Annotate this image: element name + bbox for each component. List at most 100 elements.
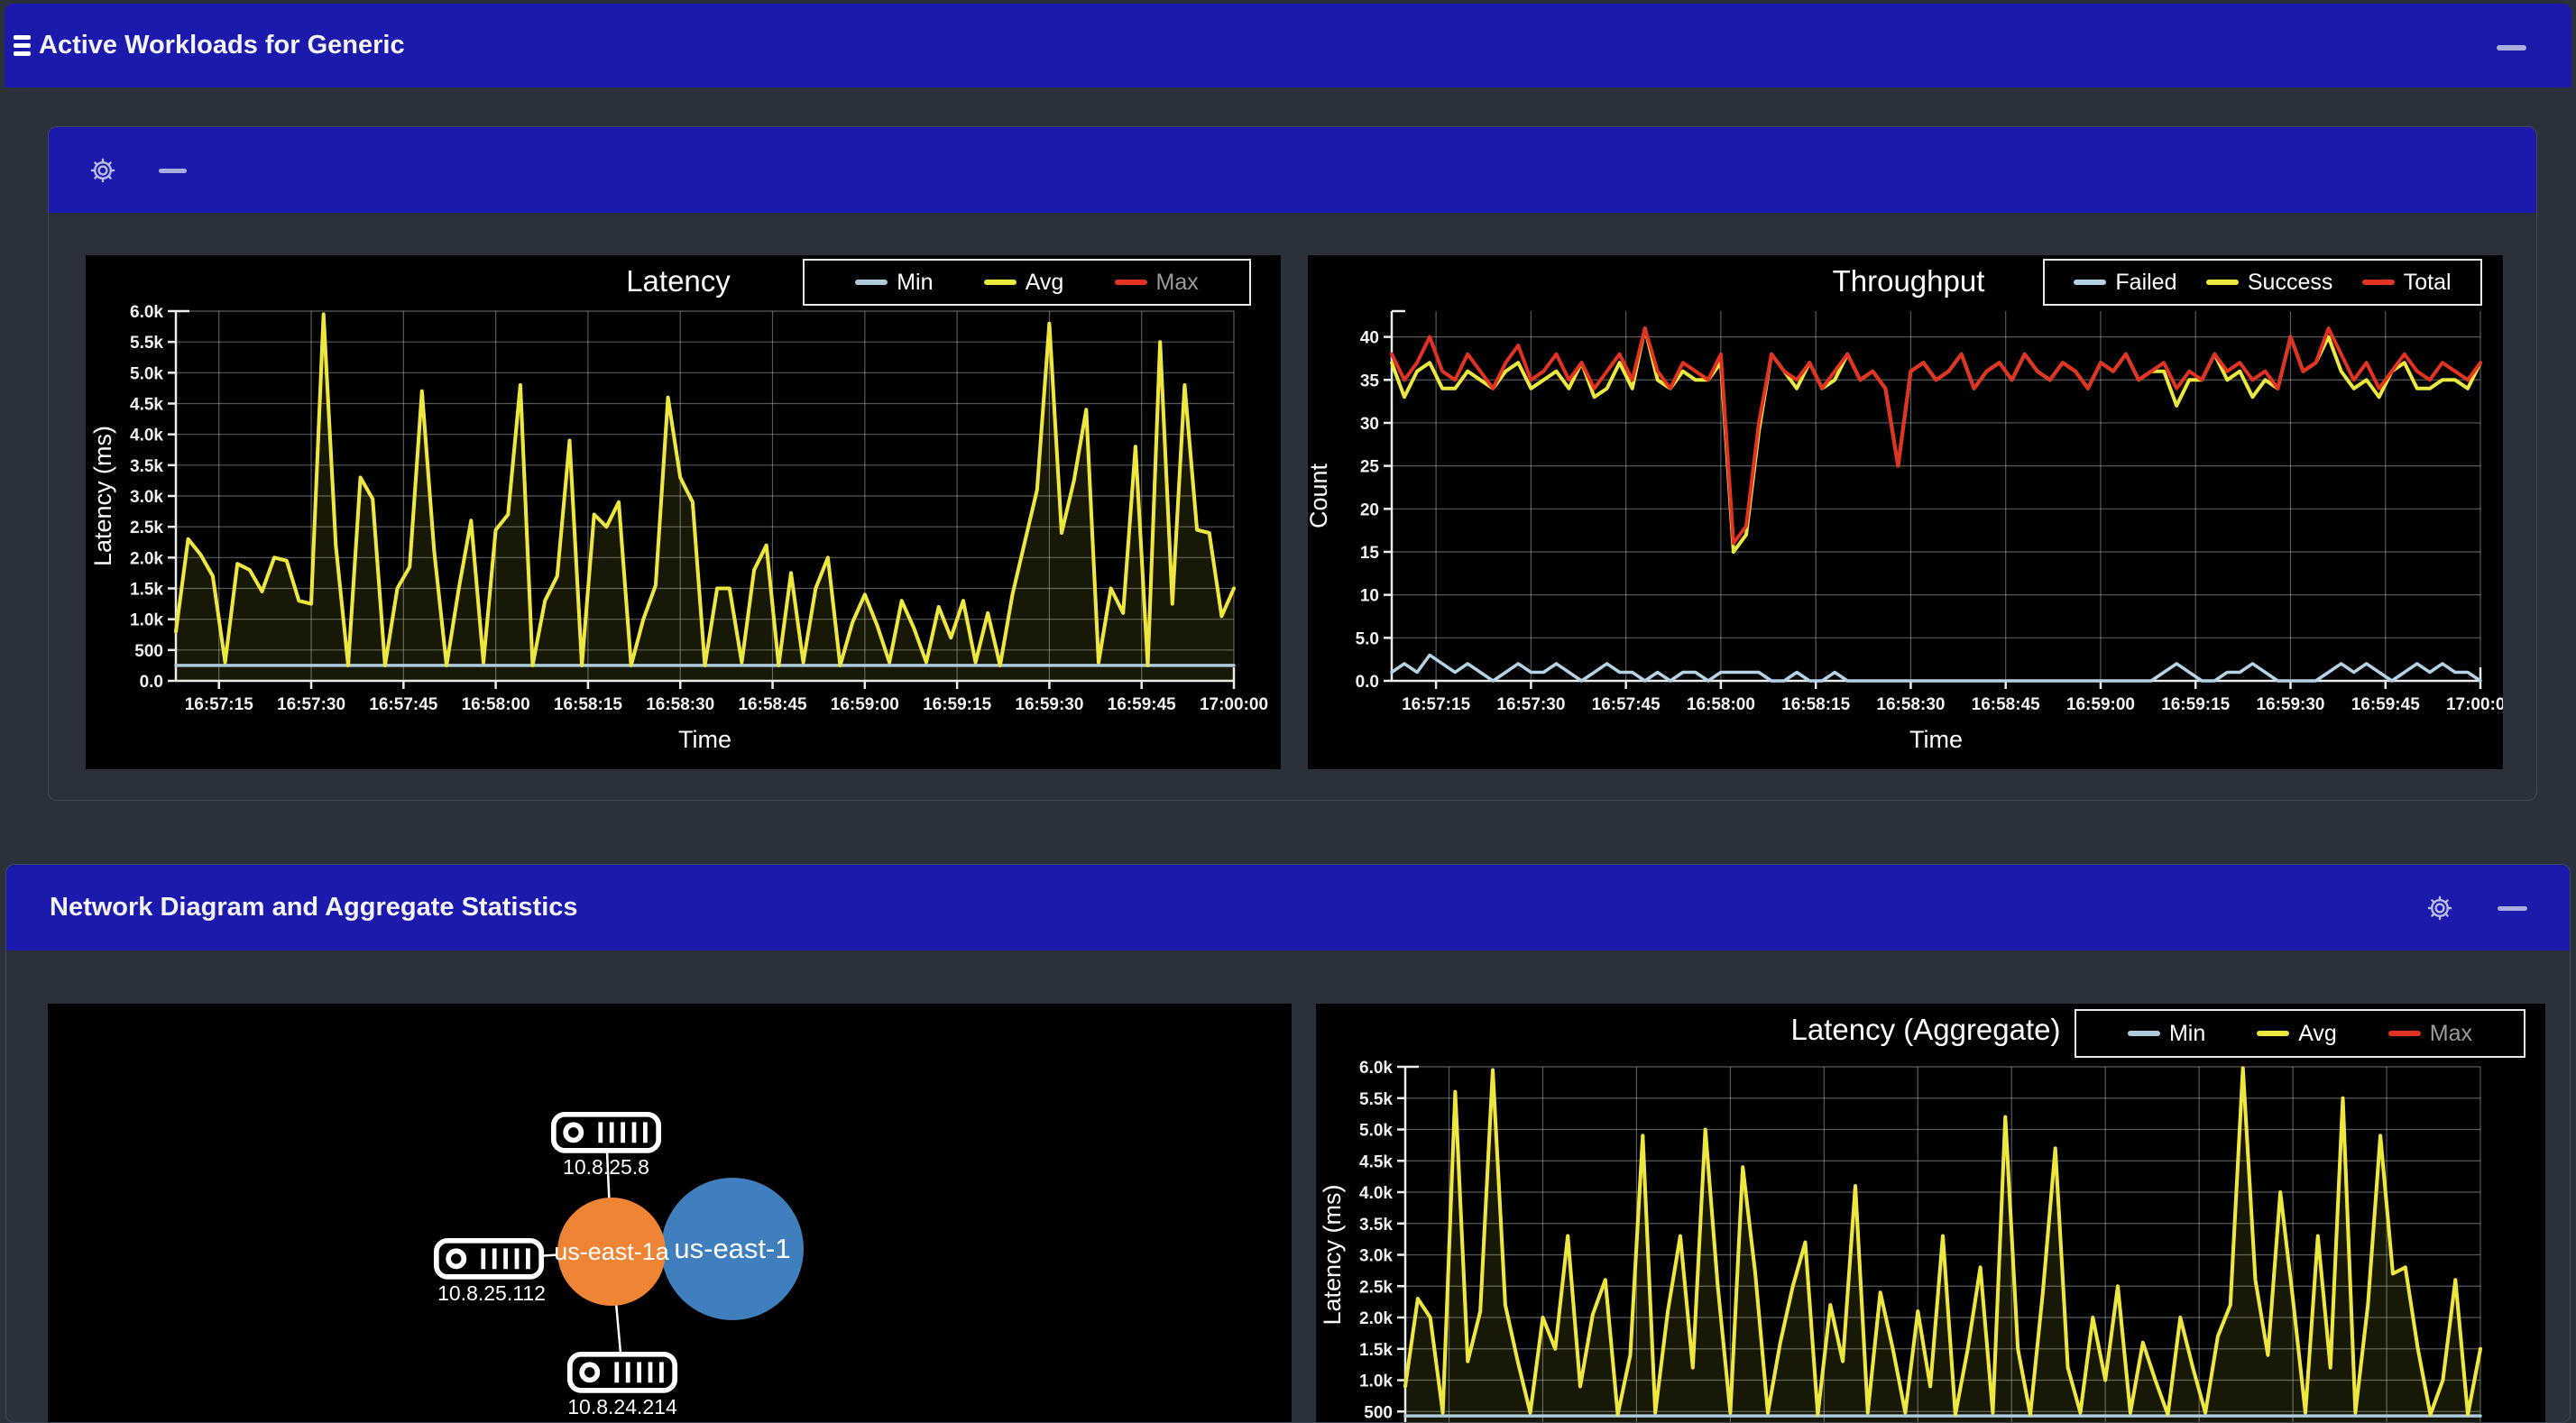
aggregate-chart-card: 0.05001.0k1.5k2.0k2.5k3.0k3.5k4.0k4.5k5.… (1316, 1004, 2545, 1422)
svg-text:16:58:15: 16:58:15 (1781, 695, 1850, 714)
legend-swatch (855, 280, 888, 285)
throughput-chart-title: Throughput (1832, 264, 1985, 298)
minimize-icon[interactable] (2497, 45, 2526, 50)
svg-text:Latency (ms): Latency (ms) (1319, 1184, 1346, 1325)
svg-text:0.0: 0.0 (140, 673, 163, 692)
latency-legend: Min Avg Max (803, 259, 1251, 306)
legend-item-min[interactable]: Min (2127, 1020, 2206, 1047)
svg-text:5.0k: 5.0k (1359, 1122, 1393, 1141)
aggregate-chart-title: Latency (Aggregate) (1790, 1013, 2061, 1046)
legend-item-avg[interactable]: Avg (2257, 1021, 2337, 1047)
svg-text:3.5k: 3.5k (1359, 1216, 1393, 1235)
throughput-chart[interactable]: 0.0 5.0 10 15 20 25 30 35 40 16:57:15 16:57:30 16:5… (1305, 255, 2515, 769)
workloads-panel: 0.0 500 1.0k 1.5k 2.0k 2.5k 3.0k 3.5k 4.0k 4.5k 5.… (48, 126, 2537, 801)
legend-swatch (1114, 280, 1147, 285)
legend-item-failed[interactable]: Failed (2074, 270, 2176, 296)
svg-text:2.5k: 2.5k (130, 519, 163, 537)
network-diagram-card: us-east-1 us-east-1a 10.8.25.8 10.8.25.1… (48, 1004, 1292, 1422)
svg-text:16:59:30: 16:59:30 (1015, 695, 1083, 714)
latency-chart-title: Latency (626, 264, 731, 298)
server-ip-label: 10.8.25.112 (437, 1281, 546, 1305)
svg-text:16:58:00: 16:58:00 (1687, 695, 1755, 714)
svg-text:500: 500 (134, 642, 163, 661)
network-stats-panel-header: Network Diagram and Aggregate Statistics (6, 865, 2570, 950)
legend-swatch (2127, 1031, 2160, 1036)
hamburger-menu-icon[interactable] (14, 32, 31, 60)
region-node[interactable]: us-east-1 (661, 1178, 804, 1320)
svg-text:500: 500 (1364, 1403, 1393, 1422)
svg-text:17:00:00: 17:00:00 (2446, 695, 2503, 714)
svg-text:15: 15 (1360, 544, 1380, 563)
svg-text:4.5k: 4.5k (130, 396, 163, 415)
svg-text:2.0k: 2.0k (130, 549, 163, 568)
svg-text:16:58:15: 16:58:15 (554, 695, 622, 714)
throughput-chart-card: 0.0 5.0 10 15 20 25 30 35 40 16:57:15 16:57:30 16:5… (1305, 255, 2515, 769)
legend-swatch (2387, 1031, 2421, 1036)
svg-text:2.0k: 2.0k (1359, 1309, 1393, 1328)
svg-text:35: 35 (1360, 372, 1380, 390)
svg-text:40: 40 (1360, 329, 1379, 348)
throughput-plot: 0.0 5.0 10 15 20 25 30 35 40 16:57:15 16:57:30 16:5… (1305, 309, 2515, 753)
svg-text:4.5k: 4.5k (1359, 1152, 1393, 1171)
svg-text:5.5k: 5.5k (1359, 1090, 1393, 1109)
svg-text:Time: Time (678, 726, 731, 753)
svg-text:1.5k: 1.5k (130, 581, 163, 600)
svg-text:16:58:45: 16:58:45 (738, 695, 806, 714)
collapse-icon[interactable] (159, 169, 187, 173)
svg-text:3.0k: 3.0k (1359, 1247, 1393, 1266)
svg-text:16:58:45: 16:58:45 (1972, 695, 2040, 714)
latency-plot: 0.0 500 1.0k 1.5k 2.0k 2.5k 3.0k 3.5k 4.0k 4.5k 5.… (89, 303, 1268, 753)
svg-text:16:59:45: 16:59:45 (2351, 695, 2420, 714)
legend-item-max[interactable]: Max (1114, 270, 1199, 296)
legend-label: Total (2403, 269, 2452, 295)
svg-text:3.0k: 3.0k (130, 488, 163, 507)
svg-text:16:59:30: 16:59:30 (2256, 695, 2324, 714)
svg-text:1.0k: 1.0k (1359, 1373, 1393, 1391)
svg-text:16:57:30: 16:57:30 (1496, 695, 1565, 714)
latency-chart[interactable]: 0.0 500 1.0k 1.5k 2.0k 2.5k 3.0k 3.5k 4.0k 4.5k 5.… (86, 255, 1281, 769)
svg-text:5.5k: 5.5k (130, 334, 163, 353)
workloads-panel-header (49, 127, 2536, 213)
svg-text:2.5k: 2.5k (1359, 1278, 1393, 1297)
legend-swatch (2361, 280, 2395, 285)
legend-item-avg[interactable]: Avg (983, 270, 1063, 296)
svg-text:10: 10 (1360, 587, 1379, 606)
svg-text:16:57:30: 16:57:30 (277, 695, 345, 714)
svg-text:30: 30 (1360, 415, 1379, 434)
legend-item-min[interactable]: Min (855, 270, 934, 296)
region-label: us-east-1 (674, 1233, 791, 1264)
server-node[interactable] (566, 1351, 678, 1394)
aggregate-latency-chart[interactable]: 0.05001.0k1.5k2.0k2.5k3.0k3.5k4.0k4.5k5.… (1316, 1004, 2545, 1422)
legend-label: Success (2247, 269, 2333, 295)
window-titlebar: Active Workloads for Generic (5, 4, 2571, 87)
svg-text:16:57:15: 16:57:15 (1402, 695, 1470, 714)
legend-item-total[interactable]: Total (2361, 269, 2452, 296)
svg-text:5.0: 5.0 (1356, 629, 1379, 648)
svg-text:16:59:00: 16:59:00 (831, 695, 899, 714)
gear-icon[interactable] (88, 156, 117, 185)
legend-item-success[interactable]: Success (2205, 269, 2333, 296)
svg-text:1.5k: 1.5k (1359, 1341, 1393, 1360)
svg-text:16:59:00: 16:59:00 (2066, 695, 2135, 714)
legend-swatch (2257, 1031, 2290, 1036)
server-node[interactable] (433, 1237, 545, 1281)
gear-icon[interactable] (2425, 894, 2454, 923)
collapse-icon[interactable] (2498, 906, 2527, 911)
window-title: Active Workloads for Generic (39, 31, 405, 60)
zone-node[interactable]: us-east-1a (554, 1198, 669, 1306)
latency-chart-card: 0.0 500 1.0k 1.5k 2.0k 2.5k 3.0k 3.5k 4.0k 4.5k 5.… (86, 255, 1281, 769)
legend-label: Max (2429, 1020, 2473, 1046)
svg-text:16:59:15: 16:59:15 (923, 695, 991, 714)
section-title: Network Diagram and Aggregate Statistics (50, 893, 578, 922)
svg-text:17:00:00: 17:00:00 (1200, 695, 1268, 714)
zone-label: us-east-1a (554, 1237, 669, 1265)
legend-label: Min (2168, 1020, 2206, 1046)
svg-text:0.0: 0.0 (1356, 673, 1379, 692)
svg-text:20: 20 (1360, 500, 1379, 519)
legend-swatch (2205, 280, 2239, 285)
legend-swatch (2074, 280, 2107, 285)
svg-text:16:57:45: 16:57:45 (1592, 695, 1661, 714)
aggregate-legend: Min Avg Max (2075, 1009, 2525, 1058)
legend-item-max[interactable]: Max (2387, 1020, 2473, 1047)
server-node[interactable] (550, 1111, 662, 1154)
